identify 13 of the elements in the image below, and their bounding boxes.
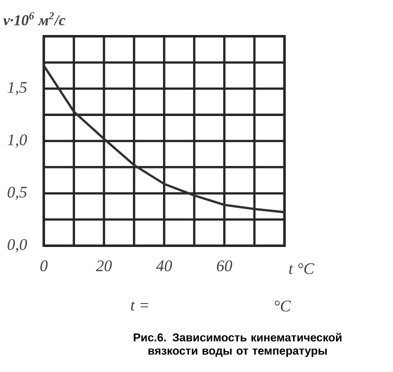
- y-tick-label: 0,5: [8, 186, 27, 200]
- text: t =: [131, 301, 148, 310]
- x-tick-label: 40: [156, 260, 172, 272]
- x-tick-label: 60: [216, 260, 232, 272]
- y-axis-title: ν·10$^{6}$ м$^{2}$/с: [3, 12, 66, 26]
- y-tick-label: 1,0: [8, 134, 27, 148]
- text: °C: [274, 300, 291, 312]
- x-axis-title: t °C: [289, 263, 314, 274]
- x-tick-label: 0: [40, 260, 48, 272]
- text: Рис.6. Зависимость кинематической вязкости воды от температуры: [134, 332, 342, 357]
- y-tick-label: 0,0: [8, 238, 27, 252]
- y-tick-label: 1,5: [8, 82, 27, 96]
- x-tick-label: 20: [96, 260, 112, 272]
